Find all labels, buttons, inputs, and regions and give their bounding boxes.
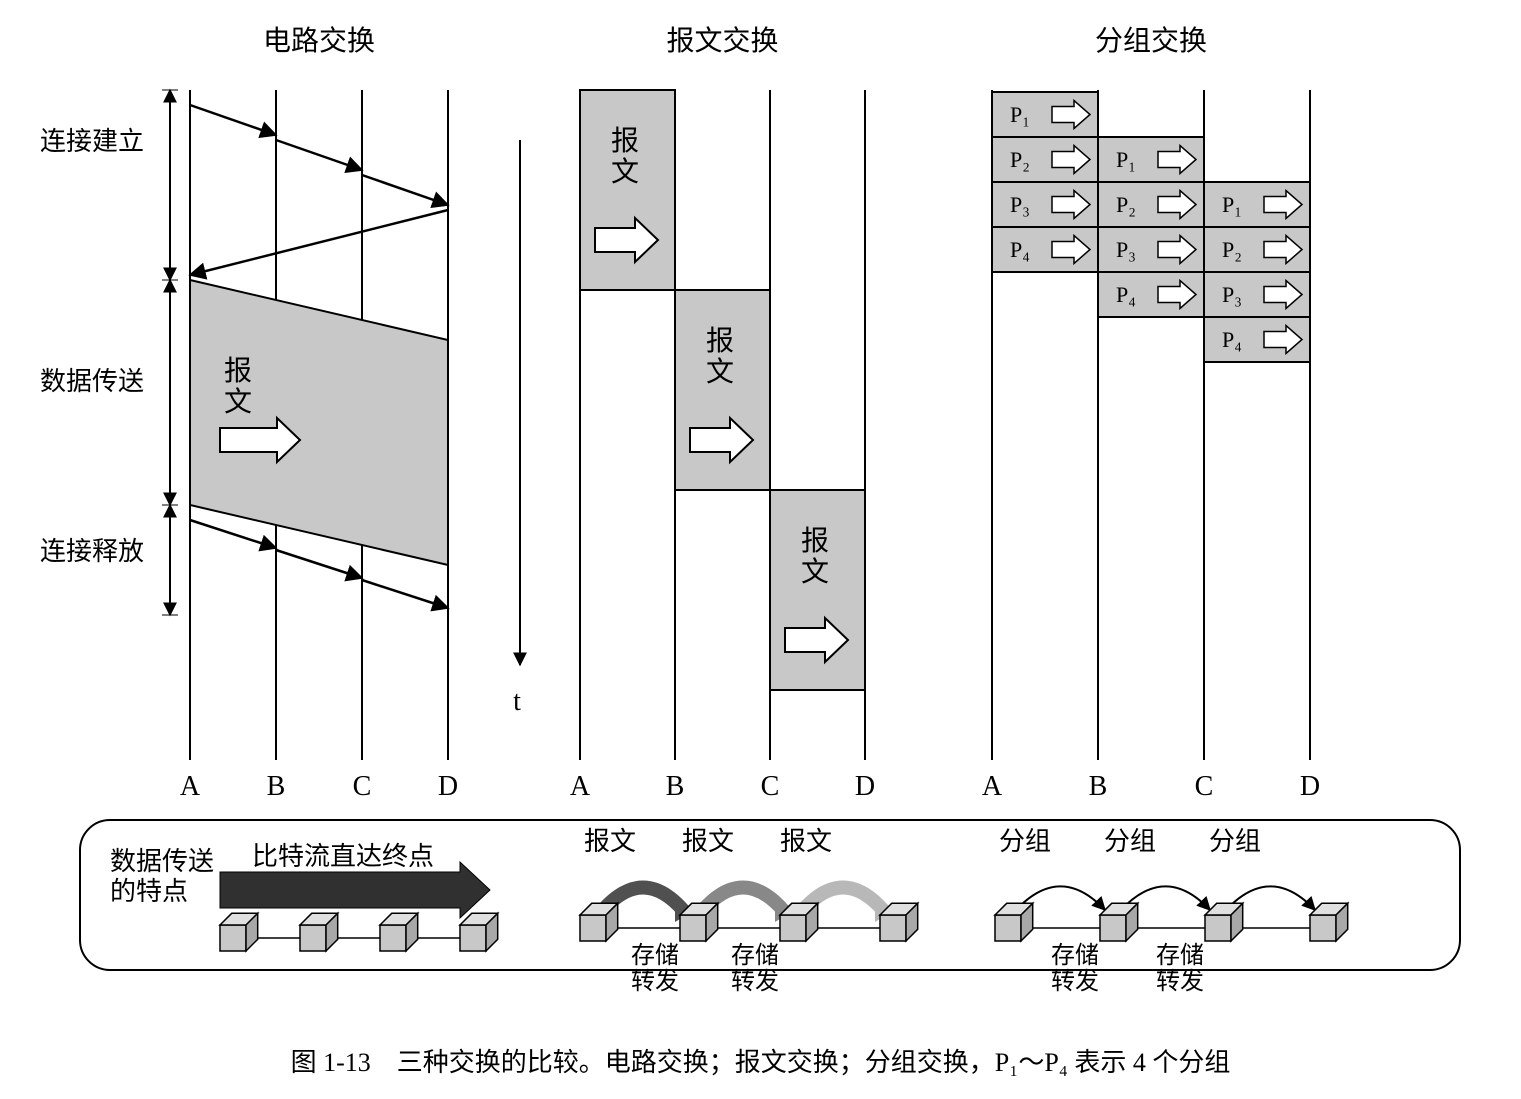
svg-text:D: D [855, 771, 875, 802]
svg-text:转发: 转发 [731, 968, 779, 992]
svg-text:C: C [1195, 771, 1214, 802]
svg-text:A: A [570, 771, 591, 802]
svg-text:P₂: P₂ [1222, 237, 1242, 262]
svg-text:A: A [180, 771, 201, 802]
svg-text:报: 报 [706, 325, 734, 357]
svg-text:分组: 分组 [1209, 827, 1261, 856]
svg-text:报文交换: 报文交换 [666, 25, 778, 57]
svg-text:存储: 存储 [631, 942, 679, 969]
svg-text:D: D [438, 771, 458, 802]
svg-text:转发: 转发 [1051, 968, 1099, 992]
svg-text:报文: 报文 [584, 827, 636, 856]
svg-text:存储: 存储 [731, 942, 779, 969]
svg-text:P₁: P₁ [1010, 102, 1030, 127]
svg-text:存储: 存储 [1051, 942, 1099, 969]
svg-text:比特流直达终点: 比特流直达终点 [252, 842, 434, 871]
figure-root: 电路交换报文交换分组交换ABCD连接建立数据传送连接释放报文tABCD报文报文报… [20, 20, 1501, 1032]
svg-text:报: 报 [224, 355, 252, 387]
svg-text:P₂: P₂ [1010, 147, 1030, 172]
svg-text:数据传送: 数据传送 [40, 367, 144, 396]
svg-text:文: 文 [706, 356, 734, 388]
svg-text:P₄: P₄ [1010, 237, 1030, 262]
svg-text:文: 文 [801, 556, 829, 588]
diagram-svg: 电路交换报文交换分组交换ABCD连接建立数据传送连接释放报文tABCD报文报文报… [20, 20, 1501, 992]
svg-text:连接建立: 连接建立 [40, 127, 144, 156]
svg-text:的特点: 的特点 [110, 877, 188, 906]
figure-caption: 图 1-13 三种交换的比较。电路交换；报文交换；分组交换，P₁～P₄ 表示 4… [20, 1042, 1501, 1079]
svg-text:P₂: P₂ [1116, 192, 1136, 217]
svg-text:C: C [353, 771, 372, 802]
svg-text:P₃: P₃ [1116, 237, 1136, 262]
svg-text:P₃: P₃ [1222, 282, 1242, 307]
svg-text:报文: 报文 [780, 827, 832, 856]
svg-text:数据传送: 数据传送 [110, 847, 214, 876]
svg-text:存储: 存储 [1156, 942, 1204, 969]
svg-text:B: B [267, 771, 286, 802]
svg-text:t: t [513, 686, 521, 717]
svg-text:分组交换: 分组交换 [1095, 25, 1207, 57]
svg-text:转发: 转发 [631, 968, 679, 992]
svg-text:C: C [761, 771, 780, 802]
svg-text:B: B [1089, 771, 1108, 802]
svg-text:连接释放: 连接释放 [40, 537, 144, 566]
svg-text:转发: 转发 [1156, 968, 1204, 992]
svg-text:A: A [982, 771, 1003, 802]
svg-text:文: 文 [611, 156, 639, 188]
svg-text:报文: 报文 [682, 827, 734, 856]
svg-text:报: 报 [611, 125, 639, 157]
svg-text:电路交换: 电路交换 [263, 25, 375, 57]
svg-text:D: D [1300, 771, 1320, 802]
svg-text:分组: 分组 [1104, 827, 1156, 856]
svg-text:B: B [666, 771, 685, 802]
svg-text:分组: 分组 [999, 827, 1051, 856]
svg-text:报: 报 [801, 525, 829, 557]
svg-text:P₄: P₄ [1222, 327, 1242, 352]
svg-text:P₁: P₁ [1116, 147, 1136, 172]
svg-text:P₁: P₁ [1222, 192, 1242, 217]
svg-text:P₄: P₄ [1116, 282, 1136, 307]
svg-text:文: 文 [224, 386, 252, 418]
svg-text:P₃: P₃ [1010, 192, 1030, 217]
